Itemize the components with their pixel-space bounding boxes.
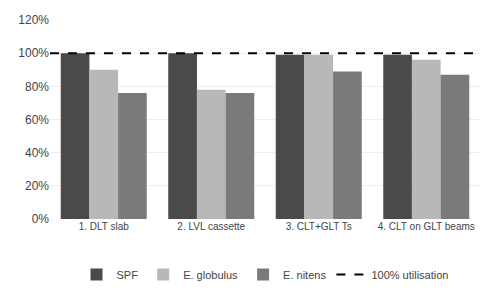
svg-text:2. LVL cassette: 2. LVL cassette: [177, 221, 245, 232]
svg-text:1. DLT slab: 1. DLT slab: [79, 221, 130, 232]
svg-text:40%: 40%: [25, 146, 49, 160]
svg-text:100%: 100%: [18, 46, 49, 60]
svg-text:E. globulus: E. globulus: [183, 269, 238, 281]
svg-text:20%: 20%: [25, 179, 49, 193]
svg-text:3. CLT+GLT Ts: 3. CLT+GLT Ts: [286, 221, 352, 232]
svg-text:4. CLT on GLT beams: 4. CLT on GLT beams: [378, 221, 475, 232]
svg-text:0%: 0%: [32, 212, 50, 226]
svg-text:80%: 80%: [25, 80, 49, 94]
svg-text:60%: 60%: [25, 113, 49, 127]
svg-text:SPF: SPF: [117, 269, 139, 281]
svg-text:120%: 120%: [18, 13, 49, 27]
svg-text:E. nitens: E. nitens: [283, 269, 326, 281]
svg-text:100% utilisation: 100% utilisation: [371, 269, 448, 281]
